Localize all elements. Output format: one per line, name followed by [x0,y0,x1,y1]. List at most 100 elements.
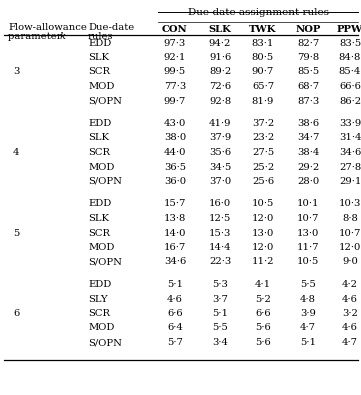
Text: 77·3: 77·3 [164,82,186,91]
Text: 16·7: 16·7 [164,243,186,252]
Text: EDD: EDD [88,119,111,128]
Text: 3·7: 3·7 [212,295,228,303]
Text: 13·0: 13·0 [297,228,319,237]
Text: 3·9: 3·9 [300,309,316,318]
Text: 80·5: 80·5 [252,53,274,62]
Text: 3: 3 [13,68,19,77]
Text: 10·7: 10·7 [297,214,319,223]
Text: EDD: EDD [88,38,111,47]
Text: 34·5: 34·5 [209,162,231,171]
Text: 13·0: 13·0 [252,228,274,237]
Text: MOD: MOD [88,324,114,333]
Text: 34·7: 34·7 [297,134,319,143]
Text: SCR: SCR [88,148,110,157]
Text: 23·2: 23·2 [252,134,274,143]
Text: 79·8: 79·8 [297,53,319,62]
Text: SLK: SLK [88,53,109,62]
Text: S/OPN: S/OPN [88,96,122,105]
Text: 37·9: 37·9 [209,134,231,143]
Text: 5·6: 5·6 [255,338,271,347]
Text: 28·0: 28·0 [297,177,319,186]
Text: 68·7: 68·7 [297,82,319,91]
Text: 9·0: 9·0 [342,258,358,267]
Text: TWK: TWK [249,24,277,34]
Text: Flow-allowance: Flow-allowance [8,23,87,32]
Text: 29·1: 29·1 [339,177,361,186]
Text: 22·3: 22·3 [209,258,231,267]
Text: 4·2: 4·2 [342,280,358,289]
Text: 35·6: 35·6 [209,148,231,157]
Text: CON: CON [162,24,188,34]
Text: 33·9: 33·9 [339,119,361,128]
Text: 87·3: 87·3 [297,96,319,105]
Text: S/OPN: S/OPN [88,258,122,267]
Text: 15·3: 15·3 [209,228,231,237]
Text: Due-date assignment rules: Due-date assignment rules [187,8,329,17]
Text: 25·6: 25·6 [252,177,274,186]
Text: 10·1: 10·1 [297,199,319,209]
Text: 6: 6 [13,309,19,318]
Text: 5·7: 5·7 [167,338,183,347]
Text: NOP: NOP [295,24,321,34]
Text: 72·6: 72·6 [209,82,231,91]
Text: 37·2: 37·2 [252,119,274,128]
Text: 84·8: 84·8 [339,53,361,62]
Text: 12·0: 12·0 [339,243,361,252]
Text: rules: rules [88,32,113,41]
Text: 5·5: 5·5 [300,280,316,289]
Text: 15·7: 15·7 [164,199,186,209]
Text: SCR: SCR [88,68,110,77]
Text: 12·0: 12·0 [252,243,274,252]
Text: 5·1: 5·1 [167,280,183,289]
Text: EDD: EDD [88,280,111,289]
Text: 12·0: 12·0 [252,214,274,223]
Text: 5·2: 5·2 [255,295,271,303]
Text: 4·7: 4·7 [300,324,316,333]
Text: 4·6: 4·6 [342,295,358,303]
Text: parameter: parameter [8,32,65,41]
Text: 83·5: 83·5 [339,38,361,47]
Text: 66·6: 66·6 [339,82,361,91]
Text: 38·0: 38·0 [164,134,186,143]
Text: 86·2: 86·2 [339,96,361,105]
Text: SLK: SLK [88,134,109,143]
Text: 89·2: 89·2 [209,68,231,77]
Text: 5·1: 5·1 [212,309,228,318]
Text: MOD: MOD [88,82,114,91]
Text: S/OPN: S/OPN [88,177,122,186]
Text: 5·1: 5·1 [300,338,316,347]
Text: 85·4: 85·4 [339,68,361,77]
Text: 16·0: 16·0 [209,199,231,209]
Text: 3·2: 3·2 [342,309,358,318]
Text: 6·4: 6·4 [167,324,183,333]
Text: MOD: MOD [88,243,114,252]
Text: 13·8: 13·8 [164,214,186,223]
Text: 94·2: 94·2 [209,38,231,47]
Text: 37·0: 37·0 [209,177,231,186]
Text: 4·6: 4·6 [342,324,358,333]
Text: 43·0: 43·0 [164,119,186,128]
Text: 25·2: 25·2 [252,162,274,171]
Text: 34·6: 34·6 [339,148,361,157]
Text: 29·2: 29·2 [297,162,319,171]
Text: 83·1: 83·1 [252,38,274,47]
Text: 4·1: 4·1 [255,280,271,289]
Text: Due-date: Due-date [88,23,134,32]
Text: 38·6: 38·6 [297,119,319,128]
Text: 44·0: 44·0 [164,148,186,157]
Text: 10·5: 10·5 [297,258,319,267]
Text: 6·6: 6·6 [255,309,271,318]
Text: 11·7: 11·7 [297,243,319,252]
Text: 10·3: 10·3 [339,199,361,209]
Text: MOD: MOD [88,162,114,171]
Text: 5: 5 [13,228,19,237]
Text: SCR: SCR [88,309,110,318]
Text: 11·2: 11·2 [252,258,274,267]
Text: 10·5: 10·5 [252,199,274,209]
Text: 34·6: 34·6 [164,258,186,267]
Text: 10·7: 10·7 [339,228,361,237]
Text: 99·5: 99·5 [164,68,186,77]
Text: 5·3: 5·3 [212,280,228,289]
Text: PPW: PPW [337,24,361,34]
Text: S/OPN: S/OPN [88,338,122,347]
